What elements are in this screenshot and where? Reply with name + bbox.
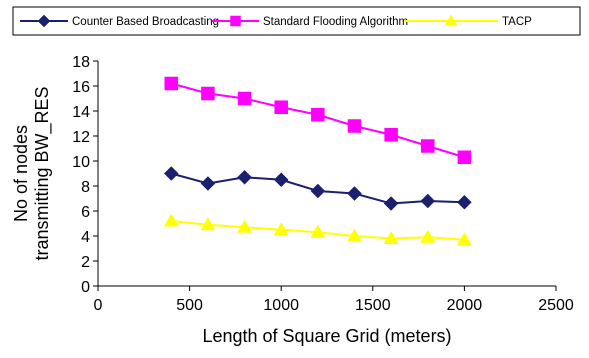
series-layer [163, 76, 472, 246]
legend-marker-square [230, 15, 241, 27]
data-point-triangle [420, 229, 436, 243]
data-point-square [311, 108, 325, 122]
data-point-square [274, 100, 288, 114]
y-axis-title-line-2: transmitting BW_RES [32, 86, 53, 260]
data-point-diamond [163, 166, 179, 181]
legend-label: TACP [502, 16, 532, 28]
data-point-diamond [273, 172, 289, 188]
legend-item: Counter Based Broadcasting [20, 14, 219, 28]
x-axis-title: Length of Square Grid (meters) [202, 326, 451, 346]
data-point-square [237, 91, 252, 106]
data-point-square [384, 128, 398, 142]
data-point-triangle [310, 224, 326, 238]
x-tick-label: 2000 [447, 297, 483, 314]
legend-marker-diamond [37, 14, 51, 28]
data-point-triangle [273, 222, 289, 236]
y-axis-title-line-1: No of nodes [11, 125, 31, 222]
y-tick-label: 12 [72, 129, 90, 146]
data-point-diamond [237, 169, 252, 185]
data-point-square [201, 86, 215, 101]
data-point-square [164, 76, 179, 91]
data-point-diamond [200, 176, 216, 191]
legend-item: Standard Flooding Algorithm [212, 15, 408, 28]
y-tick-label: 4 [81, 229, 90, 246]
data-point-diamond [347, 186, 362, 201]
data-point-diamond [420, 193, 436, 209]
x-tick-label: 2500 [538, 297, 574, 314]
legend: Counter Based Broadcasting Standard Flood… [12, 6, 581, 36]
x-tick-label: 500 [176, 297, 203, 314]
data-point-triangle [456, 232, 472, 246]
y-tick-label: 0 [81, 279, 90, 296]
y-tick-label: 14 [72, 104, 90, 121]
x-tick-label: 1000 [263, 297, 299, 314]
y-tick-label: 2 [81, 254, 90, 271]
x-tick-label: 1500 [355, 297, 391, 314]
y-tick-label: 16 [72, 79, 90, 96]
legend-marker-triangle [444, 14, 458, 26]
data-point-triangle [347, 228, 362, 242]
series-square [164, 76, 472, 164]
data-point-square [457, 150, 472, 164]
legend-label: Standard Flooding Algorithm [263, 16, 408, 28]
data-point-triangle [163, 213, 179, 227]
plot-area: 0 2 4 6 8 10 12 14 16 18 0 500 1000 1500 2000 2500 [72, 54, 574, 314]
data-point-triangle [200, 217, 216, 231]
series-diamond [163, 166, 472, 211]
y-axis-title: No of nodes transmitting BW_RES [11, 86, 53, 260]
data-point-diamond [310, 183, 326, 199]
y-tick-label: 18 [72, 54, 90, 71]
y-tick-label: 10 [72, 154, 90, 171]
data-point-triangle [383, 230, 399, 244]
data-point-triangle [237, 219, 252, 233]
series-triangle [163, 213, 472, 246]
x-tick-label: 0 [94, 297, 103, 314]
legend-label: Counter Based Broadcasting [72, 16, 219, 28]
y-tick-label: 8 [81, 179, 90, 196]
data-point-square [347, 119, 362, 133]
y-tick-label: 6 [81, 204, 90, 221]
data-point-square [421, 139, 435, 153]
data-point-diamond [457, 194, 472, 210]
legend-item: TACP [404, 14, 532, 28]
data-point-diamond [383, 196, 399, 211]
